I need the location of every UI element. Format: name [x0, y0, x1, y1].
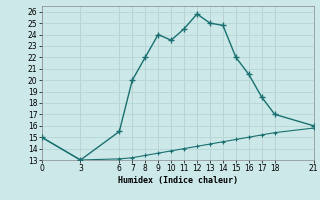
- X-axis label: Humidex (Indice chaleur): Humidex (Indice chaleur): [118, 176, 237, 185]
